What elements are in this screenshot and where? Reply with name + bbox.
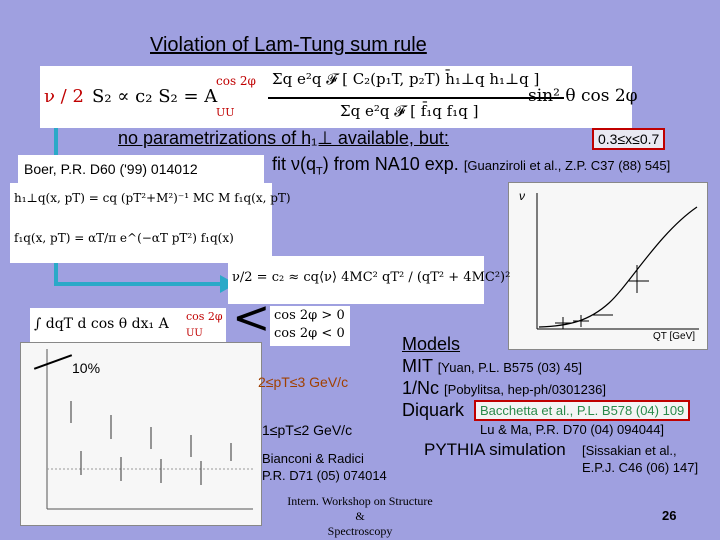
nu-equation-box: ν/2 = c₂ ≈ cq⟨ν⟩ 4MC² qT² / (qT² + 4MC²)… xyxy=(228,256,510,304)
label-10-percent: 10% xyxy=(72,360,101,376)
nu-plot-svg xyxy=(536,193,699,330)
fit-line: fit ν(qT) from NA10 exp. [Guanziroli et … xyxy=(272,154,670,178)
fit-citation: [Guanziroli et al., Z.P. C37 (88) 545] xyxy=(463,158,671,173)
bianconi-line-2: P.R. D71 (05) 074014 xyxy=(262,468,387,483)
slide-title: Violation of Lam-Tung sum rule xyxy=(150,34,427,56)
fit-from: ) from NA10 exp. xyxy=(322,154,459,174)
asym-series-1 xyxy=(70,401,232,461)
page-number: 26 xyxy=(662,508,677,523)
less-than-sign: < xyxy=(232,290,271,344)
pythia-ref-1: [Sissakian et al., xyxy=(582,443,677,458)
bianconi-ref: Bianconi & Radici P.R. D71 (05) 074014 xyxy=(262,450,387,484)
fit-sub: T xyxy=(316,165,323,178)
data-points xyxy=(555,265,649,329)
eq-numerator: Σq e²q 𝓕 [ C₂(p₁T, p₂T) h̄₁⊥q h₁⊥q ] xyxy=(272,70,540,88)
asym-plot-svg xyxy=(46,349,253,510)
eq-denominator: Σq e²q 𝓕 [ f̄₁q f₁q ] xyxy=(340,102,479,120)
eq-tail: sin² θ cos 2φ xyxy=(528,86,638,106)
plot-y-label: ν xyxy=(519,189,525,203)
mit-label: MIT xyxy=(402,356,433,376)
lhs-expression: S₂ ∝ c₂ S₂ = A xyxy=(92,86,218,107)
pythia-label: PYTHIA simulation xyxy=(424,440,566,459)
label-pt-2-3: 2≤pT≤3 GeV/c xyxy=(258,374,349,390)
no-param-label: no parametrizations of h₁⊥ available, bu… xyxy=(118,128,449,148)
asym-series-2 xyxy=(80,451,202,485)
nu-over-2: ν / 2 xyxy=(44,86,84,107)
integral-box: ∫ dqT d cos θ dx₁ A cos 2φ UU xyxy=(30,308,226,344)
model-mit: MIT [Yuan, P.L. B575 (03) 45] xyxy=(402,356,582,377)
arrow-vertical-2 xyxy=(54,262,58,286)
pythia-ref: [Sissakian et al., E.P.J. C46 (06) 147] xyxy=(582,442,698,476)
fit-text: fit ν(q xyxy=(272,154,317,174)
asym-subscript: UU xyxy=(216,106,235,119)
model-eq-1: h₁⊥q(x, pT) = cq (pT²+M²)⁻¹ MC M f₁q(x, … xyxy=(14,191,291,205)
integral-sub: UU xyxy=(186,328,203,339)
fit-curve xyxy=(538,206,698,328)
nu-vs-qt-plot: ν QT [GeV] xyxy=(508,182,708,350)
arrow-horizontal xyxy=(54,282,222,286)
boer-reference: Boer, P.R. D60 ('99) 014012 xyxy=(18,155,264,183)
bianconi-line-1: Bianconi & Radici xyxy=(262,451,364,466)
boer-ref-text: Boer, P.R. D60 ('99) 014012 xyxy=(24,161,198,177)
integral-sup: cos 2φ xyxy=(186,310,223,323)
model-eq-2: f₁q(x, pT) = αT/π e^(−αT pT²) f₁q(x) xyxy=(14,231,234,245)
label-pt-1-2: 1≤pT≤2 GeV/c xyxy=(262,422,353,438)
model-pythia: PYTHIA simulation xyxy=(424,440,566,460)
asymmetry-plot xyxy=(20,342,262,526)
models-heading: Models xyxy=(402,334,461,354)
workshop-line-2: Spectroscopy xyxy=(327,524,393,538)
workshop-line-1: Intern. Workshop on Structure & xyxy=(287,494,433,523)
model-nc: 1/Nc [Pobylitsa, hep-ph/0301236] xyxy=(402,378,606,399)
integral-text: ∫ dqT d cos θ dx₁ A xyxy=(34,316,169,332)
no-param-text: no parametrizations of h₁⊥ available, bu… xyxy=(118,128,449,149)
nc-ref: [Pobylitsa, hep-ph/0301236] xyxy=(444,382,606,397)
x-range-badge: 0.3≤x≤0.7 xyxy=(592,128,666,150)
model-equations-box: h₁⊥q(x, pT) = cq (pT²+M²)⁻¹ MC M f₁q(x, … xyxy=(10,183,291,263)
nc-label: 1/Nc xyxy=(402,378,440,398)
fraction-bar xyxy=(268,97,564,99)
mit-ref: [Yuan, P.L. B575 (03) 45] xyxy=(437,360,583,375)
main-equation-box: ν / 2 S₂ ∝ c₂ S₂ = A cos 2φ UU Σq e²q 𝓕 … xyxy=(40,66,638,128)
arrow-vertical-1 xyxy=(54,128,58,168)
pythia-ref-2: E.P.J. C46 (06) 147] xyxy=(582,460,699,475)
lu-ma-ref: Lu & Ma, P.R. D70 (04) 094044] xyxy=(480,422,665,437)
cos-case-negative: cos 2φ < 0 xyxy=(274,326,345,341)
cos-cases-box: cos 2φ > 0 cos 2φ < 0 xyxy=(270,306,350,346)
plot-x-label: QT [GeV] xyxy=(653,331,696,342)
nu-equation: ν/2 = c₂ ≈ cq⟨ν⟩ 4MC² qT² / (qT² + 4MC²)… xyxy=(232,270,511,285)
asym-superscript: cos 2φ xyxy=(216,74,256,88)
workshop-footer: Intern. Workshop on Structure & Spectros… xyxy=(282,494,438,539)
cos-case-positive: cos 2φ > 0 xyxy=(274,308,345,323)
diquark-label: Diquark xyxy=(402,400,465,420)
model-diquark: Diquark xyxy=(402,400,464,421)
diquark-ref-badge: Bacchetta et al., P.L. B578 (04) 109 xyxy=(474,400,691,421)
